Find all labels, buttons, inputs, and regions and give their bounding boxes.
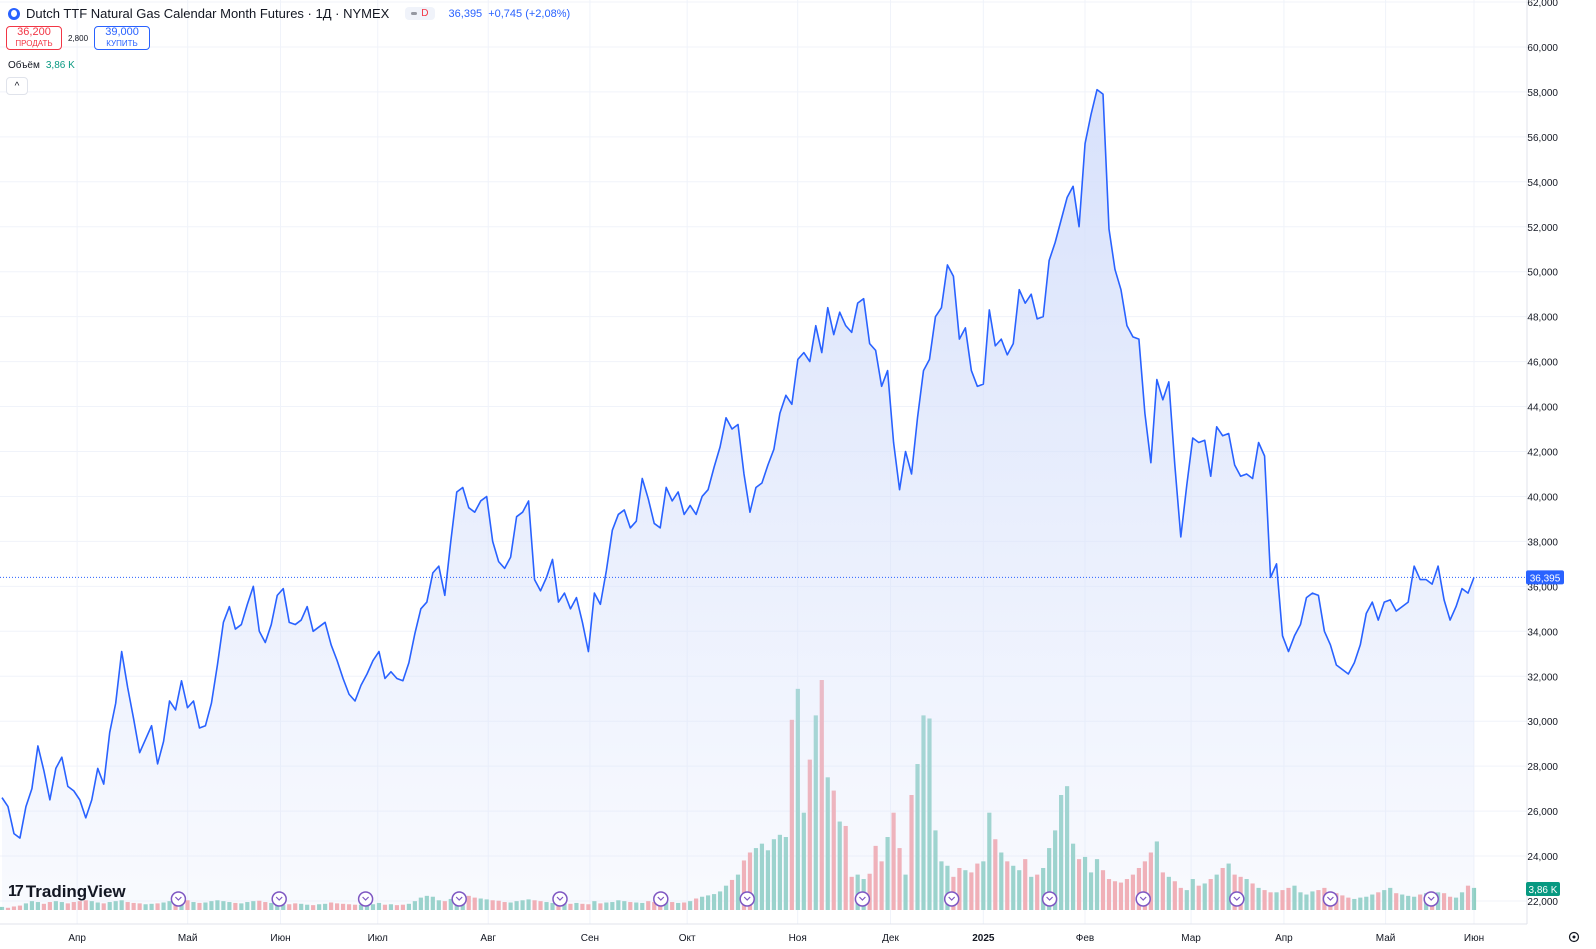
buy-label: КУПИТЬ — [106, 39, 138, 48]
price-area — [0, 88, 1527, 910]
event-marker-icon — [1041, 891, 1058, 907]
sell-button[interactable]: 36,200 ПРОДАТЬ — [6, 26, 62, 50]
event-marker-icon — [1322, 891, 1339, 907]
x-tick-label: Апр — [68, 933, 86, 944]
market-status-icon — [411, 12, 418, 15]
x-tick-label: Сен — [581, 933, 599, 944]
last-price-label: 36,395 — [1530, 573, 1561, 584]
y-tick-label: 26,000 — [1527, 807, 1558, 818]
buy-button[interactable]: 39,000 КУПИТЬ — [94, 26, 151, 50]
sell-label: ПРОДАТЬ — [15, 39, 53, 48]
event-marker-icon — [854, 891, 871, 907]
y-tick-label: 62,000 — [1527, 0, 1558, 9]
gas-drop-icon — [8, 7, 20, 20]
event-marker-icon — [170, 891, 187, 907]
event-marker-icon — [552, 891, 568, 907]
x-tick-label: Июн — [1464, 933, 1484, 944]
x-tick-label: Июл — [368, 933, 388, 944]
sell-price: 36,200 — [17, 26, 51, 38]
y-tick-label: 24,000 — [1527, 852, 1558, 863]
last-volume-label: 3,86 K — [1529, 885, 1558, 896]
y-tick-label: 54,000 — [1527, 178, 1558, 189]
x-tick-label: Мар — [1181, 933, 1201, 944]
buy-price: 39,000 — [105, 26, 139, 38]
symbol-legend: Dutch TTF Natural Gas Calendar Month Fut… — [8, 6, 570, 21]
collapse-legend-button[interactable]: ^ — [6, 77, 28, 95]
event-marker-icon — [271, 891, 287, 907]
event-marker-icon — [943, 891, 960, 907]
price-scale[interactable]: 62,000 60,000 58,000 56,000 54,000 52,000 50,0… — [1527, 0, 1558, 908]
volume-value: 3,86 K — [45, 60, 75, 71]
event-marker-icon — [1135, 891, 1151, 907]
price-area-fill — [2, 89, 1474, 910]
event-marker-icon — [357, 891, 374, 907]
y-tick-label: 28,000 — [1527, 762, 1558, 773]
y-tick-label: 34,000 — [1527, 627, 1558, 638]
last-value-labels: 36,395 3,86 K — [1526, 570, 1564, 896]
x-tick-label: Фев — [1076, 933, 1094, 944]
x-tick-label: Дек — [882, 933, 899, 944]
logo-text: TradingView — [25, 882, 126, 901]
x-tick-label: Авг — [480, 933, 496, 944]
event-marker-icon — [653, 891, 669, 907]
event-marker-icon — [1229, 891, 1245, 907]
chevron-up-icon: ^ — [14, 80, 20, 92]
event-marker-icon — [451, 891, 467, 907]
event-markers — [170, 891, 1439, 907]
y-tick-label: 52,000 — [1527, 223, 1558, 234]
x-tick-label: Май — [178, 933, 198, 944]
settings-icon[interactable] — [1568, 931, 1580, 943]
volume-label: Объём — [8, 60, 40, 71]
y-tick-label: 40,000 — [1527, 492, 1558, 503]
spread-value: 2,800 — [68, 33, 89, 43]
y-tick-label: 50,000 — [1527, 268, 1558, 279]
price-change: +0,745 (+2,08%) — [488, 7, 571, 20]
tv-logo-icon: 17 — [8, 883, 24, 900]
y-tick-label: 30,000 — [1527, 717, 1558, 728]
event-marker-icon — [739, 891, 755, 907]
last-volume-label-bg — [1526, 882, 1560, 896]
y-tick-label: 58,000 — [1527, 88, 1558, 99]
event-marker-icon — [1423, 891, 1439, 907]
y-tick-label: 36,000 — [1527, 582, 1558, 593]
x-tick-label: 2025 — [972, 933, 995, 944]
y-tick-label: 44,000 — [1527, 403, 1558, 414]
symbol-title[interactable]: Dutch TTF Natural Gas Calendar Month Fut… — [26, 6, 390, 21]
x-tick-label: Июн — [270, 933, 290, 944]
y-tick-label: 48,000 — [1527, 313, 1558, 324]
y-tick-label: 46,000 — [1527, 358, 1558, 369]
x-tick-label: Апр — [1275, 933, 1293, 944]
y-tick-label: 60,000 — [1527, 43, 1558, 54]
status-tag[interactable]: D — [405, 7, 435, 20]
y-tick-label: 38,000 — [1527, 537, 1558, 548]
last-price: 36,395 — [448, 7, 483, 20]
trade-buttons: 36,200 ПРОДАТЬ 2,800 39,000 КУПИТЬ — [6, 26, 151, 50]
tradingview-logo[interactable]: 17 TradingView — [8, 882, 126, 902]
delay-tag: D — [421, 8, 429, 19]
time-scale[interactable]: Апр Май Июн Июл Авг Сен Окт Ноя Дек 2025 Фев Мар Апр… — [68, 933, 1484, 944]
y-tick-label: 32,000 — [1527, 672, 1558, 683]
x-tick-label: Ноя — [789, 933, 807, 944]
x-tick-label: Май — [1376, 933, 1396, 944]
last-price-label-bg — [1526, 570, 1564, 585]
volume-legend[interactable]: Объём 3,86 K — [8, 60, 75, 71]
y-tick-label: 42,000 — [1527, 448, 1558, 459]
price-line — [1, 88, 1475, 839]
y-tick-label: 22,000 — [1527, 897, 1558, 908]
y-tick-label: 56,000 — [1527, 133, 1558, 144]
x-tick-label: Окт — [679, 933, 696, 944]
